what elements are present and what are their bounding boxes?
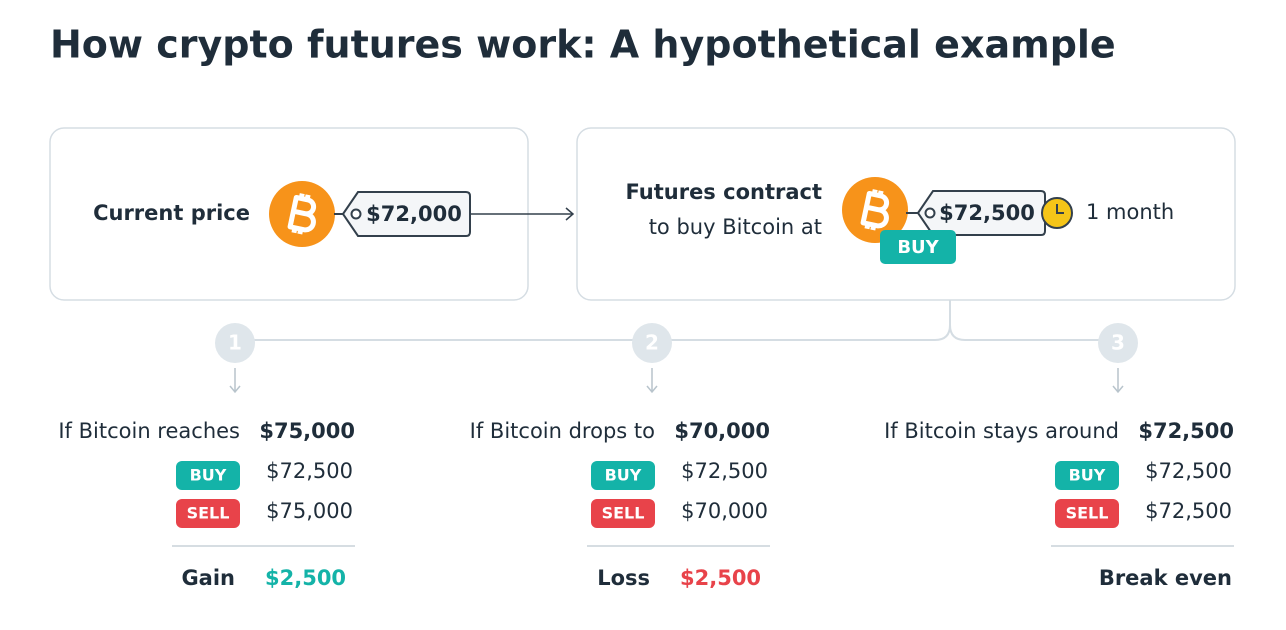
buy-badge-text: BUY <box>605 466 642 485</box>
sell-badge-text: SELL <box>1066 504 1109 523</box>
buy-badge-text: BUY <box>1069 466 1106 485</box>
futures-label: Futures contract <box>625 180 822 204</box>
clock-hands <box>1056 204 1064 214</box>
futures-price: $72,500 <box>939 201 1035 225</box>
sell-badge <box>176 499 240 528</box>
sell-badge <box>1055 499 1119 528</box>
buy-price: $72,500 <box>266 459 353 483</box>
step-circle <box>632 323 672 363</box>
current-label: Current price <box>93 201 250 225</box>
futures-sublabel: to buy Bitcoin at <box>649 215 822 239</box>
step-arrow <box>229 368 241 394</box>
target: $72,500 <box>1138 419 1234 443</box>
target: $70,000 <box>674 419 770 443</box>
buy-badge-text: BUY <box>190 466 227 485</box>
result-label: Gain <box>181 566 235 590</box>
condition: If Bitcoin reaches <box>58 419 240 443</box>
buy-price: $72,500 <box>1145 459 1232 483</box>
result-value: $2,500 <box>680 566 761 590</box>
buy-price: $72,500 <box>681 459 768 483</box>
result-label: Break even <box>1099 566 1232 590</box>
step-arrow <box>1112 368 1124 394</box>
step-circle <box>1098 323 1138 363</box>
sell-price: $70,000 <box>681 499 768 523</box>
title: How crypto futures work: A hypothetical … <box>50 23 1116 67</box>
buy-badge <box>880 230 956 264</box>
sell-badge-text: SELL <box>602 504 645 523</box>
sell-price: $72,500 <box>1145 499 1232 523</box>
step-arrow <box>646 368 658 394</box>
condition: If Bitcoin drops to <box>470 419 655 443</box>
step-number: 1 <box>228 331 242 355</box>
target: $75,000 <box>259 419 355 443</box>
buy-badge-text: BUY <box>897 237 939 258</box>
connector <box>235 300 1118 341</box>
bitcoin-icon <box>269 181 335 247</box>
buy-badge <box>1055 461 1119 490</box>
sell-price: $75,000 <box>266 499 353 523</box>
arrow-head <box>565 207 575 221</box>
tag-hole <box>924 207 936 219</box>
buy-badge <box>591 461 655 490</box>
tag-hole <box>350 208 362 220</box>
scenarios: 1 If Bitcoin reaches $75,000 BUY $72,500 SELL… <box>58 323 1234 590</box>
result-label: Loss <box>597 566 650 590</box>
condition: If Bitcoin stays around <box>884 419 1119 443</box>
step-number: 2 <box>645 331 659 355</box>
step-circle <box>215 323 255 363</box>
current-price: $72,000 <box>366 202 462 226</box>
buy-badge <box>176 461 240 490</box>
futures-duration: 1 month <box>1086 200 1174 224</box>
sell-badge-text: SELL <box>187 504 230 523</box>
step-number: 3 <box>1111 331 1125 355</box>
result-value: $2,500 <box>265 566 346 590</box>
sell-badge <box>591 499 655 528</box>
